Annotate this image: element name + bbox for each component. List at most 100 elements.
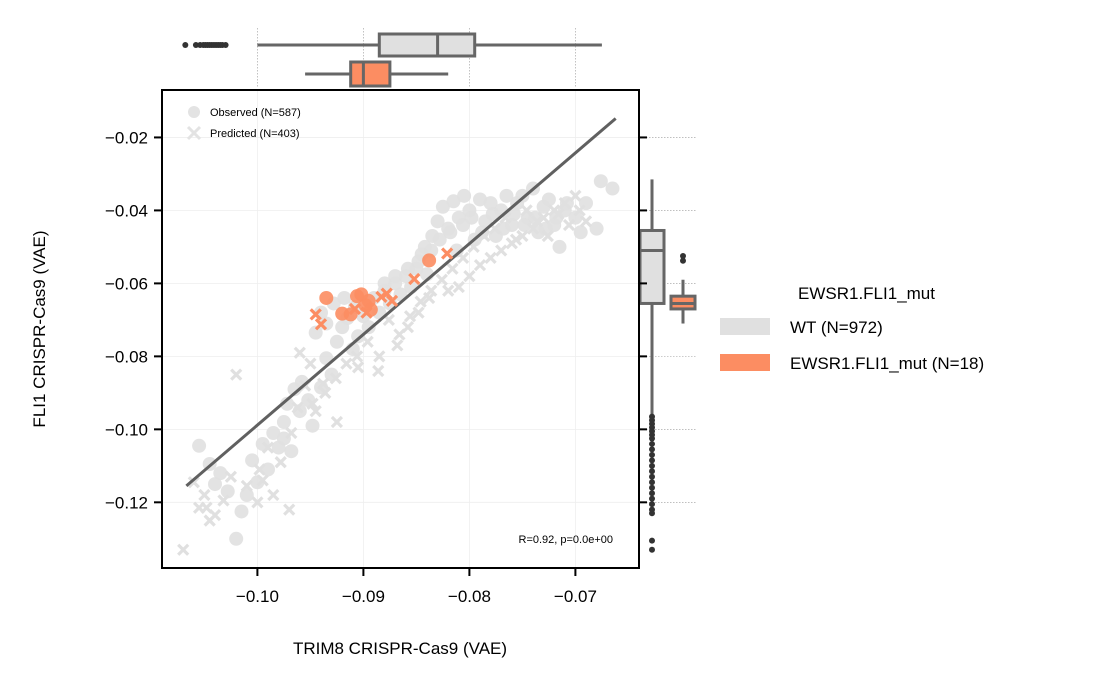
wt-predicted-point [391,339,404,352]
wt-observed-point [329,334,344,349]
marker-legend: Observed (N=587) Predicted (N=403) [186,106,301,141]
y-box-outlier [649,501,655,508]
wt-observed-point [432,232,447,247]
wt-predicted-point [291,401,304,414]
wt-predicted-point [351,361,365,374]
wt-observed-point [446,194,461,209]
legend-label-wt: WT (N=972) [790,318,883,337]
wt-predicted-point [403,310,417,323]
wt-predicted-point [329,372,342,385]
wt-predicted-point [319,386,332,399]
wt-observed-point [464,210,479,225]
y-tick-label: −0.12 [105,493,148,512]
wt-observed-point [443,225,458,240]
regression-line [185,117,617,488]
wt-predicted-point [309,404,322,418]
wt-predicted-point [442,284,455,297]
legend-swatch-mut [720,354,770,371]
x-box [377,32,477,58]
wt-predicted-point [422,291,436,305]
legend-swatch-wt [720,318,770,335]
wt-predicted-point [505,237,518,250]
wt-predicted-point [531,215,544,228]
y-box-outlier [649,473,655,480]
y-box-outlier [649,537,655,544]
wt-observed-point [483,196,498,211]
wt-predicted-point [526,222,540,235]
x-box-outlier [182,42,189,48]
y-box-outlier [649,451,655,458]
wt-predicted-point [520,204,533,217]
correlation-annotation: R=0.92, p=0.0e+00 [519,534,614,546]
mut-predicted-point [309,308,322,321]
wt-predicted-point [484,251,497,264]
wt-observed-point [284,444,299,459]
x-axis-ticks: −0.10 −0.09 −0.08 −0.07 [236,568,597,606]
y-tick-label: −0.06 [105,274,148,293]
wt-predicted-point [285,426,298,440]
wt-observed-point [589,221,604,236]
wt-predicted-point [203,514,216,527]
wt-predicted-point [548,204,561,217]
wt-predicted-point [261,441,275,454]
y-tick-label: −0.04 [105,201,148,220]
wt-predicted-points [177,189,593,556]
wt-predicted-point [304,357,317,370]
legend-predicted-label: Predicted (N=403) [210,128,300,140]
wt-predicted-point [372,364,385,378]
mut-points [309,247,454,331]
wt-predicted-point [414,295,427,308]
mut-predicted-point [408,272,421,286]
wt-observed-point [499,188,514,203]
wt-predicted-point [306,397,319,410]
x-tick-label: −0.08 [448,587,491,606]
legend-circle-marker [188,106,200,118]
legend-x-marker [186,125,202,141]
wt-observed-point [377,276,392,291]
wt-predicted-point [230,368,243,381]
wt-predicted-point [412,306,425,319]
wt-observed-point [351,329,366,344]
wt-predicted-point [177,543,190,556]
wt-observed-point [430,214,445,229]
wt-predicted-point [187,476,200,489]
wt-observed-point [400,261,415,276]
wt-predicted-point [456,251,470,264]
x-tick-label: −0.10 [236,587,279,606]
wt-observed-point [517,218,532,233]
wt-predicted-point [579,215,593,228]
wt-predicted-point [192,501,206,514]
wt-predicted-point [373,350,386,363]
wt-predicted-point [573,204,586,217]
regression-line-path [185,117,617,488]
right-marginal-boxplots [638,137,697,553]
wt-predicted-point [240,479,253,493]
wt-predicted-point [495,244,508,257]
wt-predicted-point [256,474,269,487]
wt-observed-point [208,477,222,492]
wt-predicted-point [463,269,476,283]
wt-predicted-point [293,346,306,359]
y-axis-ticks: −0.02 −0.04 −0.06 −0.08 −0.10 −0.12 [105,128,647,512]
wt-observed-point [506,207,521,222]
main-scatter-plot: −0.10 −0.09 −0.08 −0.07 −0.02−0.04−0.06−0.0… [105,89,647,606]
wt-predicted-point [253,463,266,476]
x-tick-label: −0.09 [342,587,385,606]
wt-predicted-point [558,196,571,210]
wt-predicted-point [224,470,238,483]
wt-observed-point [593,174,608,189]
wt-observed-point [485,207,500,222]
mut-predicted-point [314,318,328,331]
wt-predicted-point [446,262,459,275]
x-box-outlier [222,42,229,48]
y-box-outlier [649,435,655,442]
plot-frame [161,89,640,569]
wt-observed-point [515,188,530,203]
mut-predicted-point [441,247,454,260]
wt-observed-point [473,192,487,207]
mut-observed-point [319,290,334,305]
y-axis-label: FLI1 CRISPR-Cas9 (VAE) [30,230,49,427]
y-box-outlier [649,484,655,491]
mut-observed-point [422,253,437,268]
wt-predicted-point [340,357,353,370]
